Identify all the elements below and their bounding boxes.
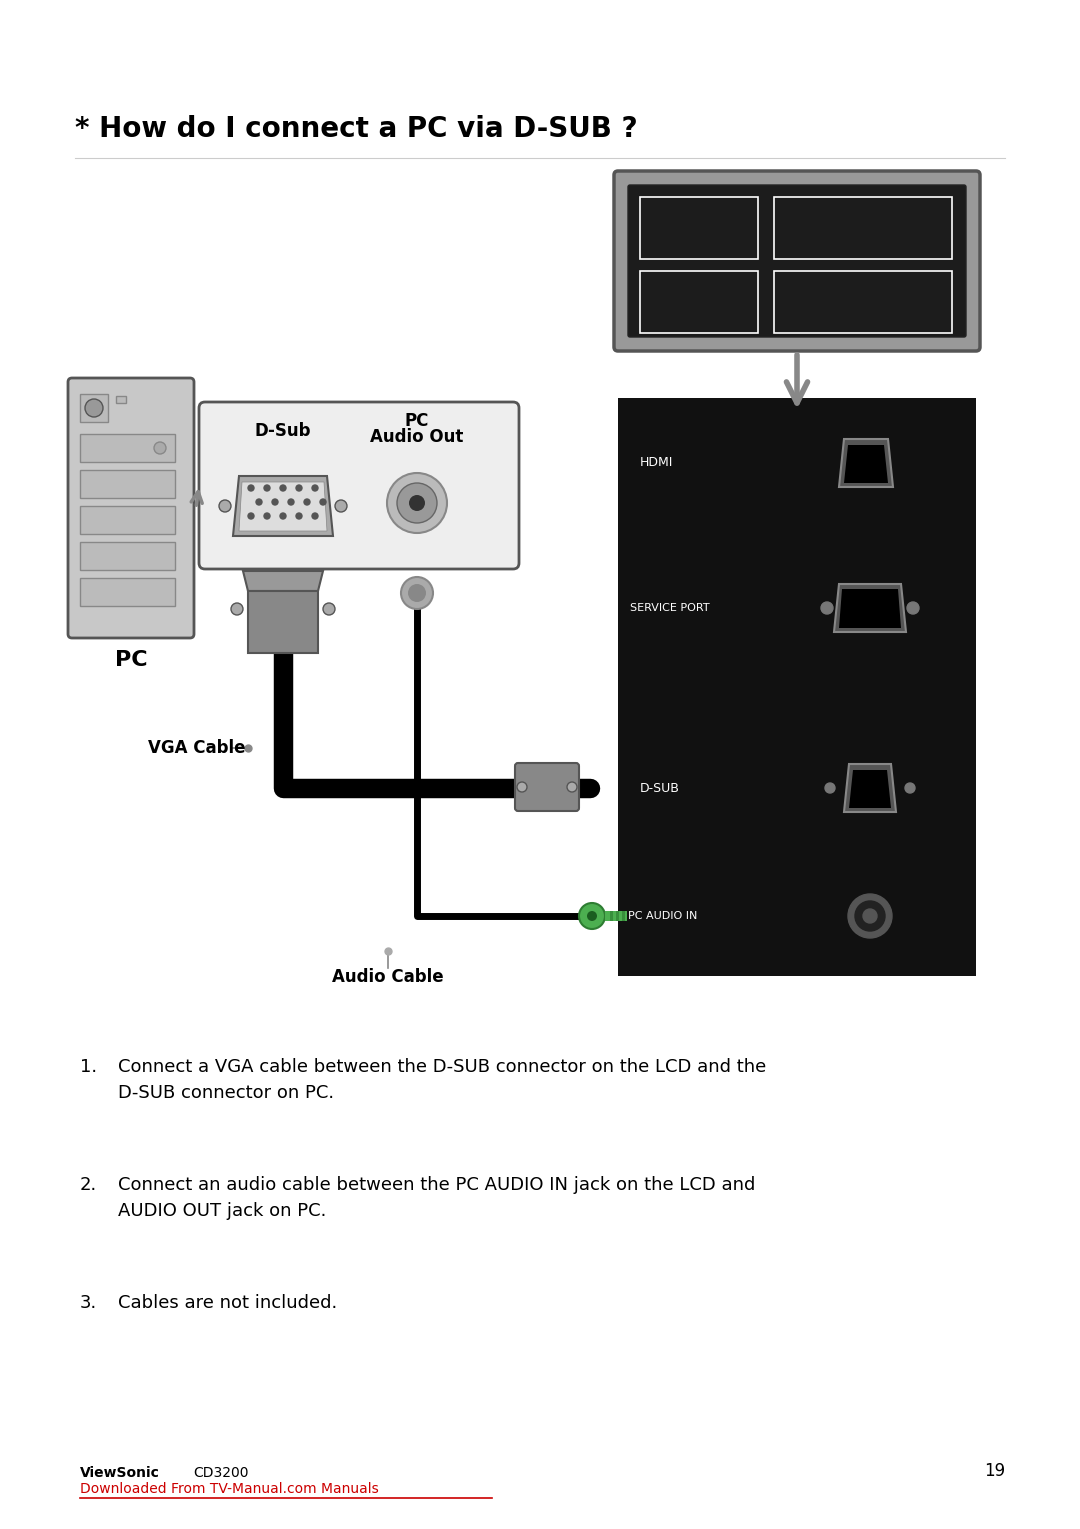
Text: 1.: 1. (80, 1058, 97, 1076)
Text: D-Sub: D-Sub (255, 422, 311, 440)
Text: D-SUB: D-SUB (640, 781, 680, 795)
Circle shape (335, 500, 347, 512)
FancyBboxPatch shape (199, 402, 519, 569)
Circle shape (248, 485, 254, 491)
Polygon shape (834, 584, 906, 631)
Polygon shape (849, 771, 891, 807)
Text: ViewSonic: ViewSonic (80, 1466, 160, 1480)
Text: * How do I connect a PC via D-SUB ?: * How do I connect a PC via D-SUB ? (75, 115, 637, 144)
Circle shape (855, 901, 885, 931)
Circle shape (825, 783, 835, 794)
Circle shape (154, 442, 166, 454)
Bar (622, 911, 625, 920)
Bar (605, 911, 627, 920)
Text: PC: PC (405, 411, 429, 430)
Circle shape (517, 781, 527, 792)
Bar (618, 398, 976, 976)
Text: Connect an audio cable between the PC AUDIO IN jack on the LCD and
AUDIO OUT jac: Connect an audio cable between the PC AU… (118, 1176, 755, 1220)
Circle shape (397, 483, 437, 523)
Bar (80, 541, 175, 570)
Circle shape (296, 485, 302, 491)
Bar (80, 394, 108, 422)
Bar (248, 592, 318, 653)
Circle shape (272, 498, 278, 505)
Text: 19: 19 (984, 1462, 1005, 1480)
Bar (616, 911, 619, 920)
Circle shape (588, 911, 597, 920)
Bar (774, 197, 951, 258)
Circle shape (907, 602, 919, 615)
Text: HDMI: HDMI (640, 457, 673, 469)
Circle shape (905, 783, 915, 794)
FancyBboxPatch shape (515, 763, 579, 810)
Polygon shape (239, 482, 327, 531)
Circle shape (296, 514, 302, 518)
Circle shape (848, 894, 892, 937)
Text: PC AUDIO IN: PC AUDIO IN (627, 911, 698, 920)
Bar (80, 506, 175, 534)
Bar (80, 434, 175, 462)
Circle shape (264, 514, 270, 518)
Circle shape (264, 485, 270, 491)
Circle shape (863, 910, 877, 924)
Bar (774, 271, 951, 333)
Bar (610, 911, 613, 920)
Circle shape (401, 576, 433, 609)
Text: Cables are not included.: Cables are not included. (118, 1294, 337, 1312)
Circle shape (579, 904, 605, 930)
Circle shape (320, 498, 326, 505)
Circle shape (821, 602, 833, 615)
FancyBboxPatch shape (627, 185, 966, 336)
Text: CD3200: CD3200 (193, 1466, 248, 1480)
Circle shape (280, 485, 286, 491)
Circle shape (256, 498, 262, 505)
Circle shape (408, 584, 426, 602)
Circle shape (303, 498, 310, 505)
Circle shape (85, 399, 103, 417)
Text: VGA Cable: VGA Cable (148, 739, 245, 757)
Circle shape (409, 495, 426, 511)
Circle shape (219, 500, 231, 512)
Circle shape (248, 514, 254, 518)
Circle shape (312, 485, 318, 491)
Bar (80, 469, 175, 498)
Polygon shape (839, 589, 901, 628)
Circle shape (323, 602, 335, 615)
Text: Connect a VGA cable between the D-SUB connector on the LCD and the
D-SUB connect: Connect a VGA cable between the D-SUB co… (118, 1058, 766, 1102)
Circle shape (280, 514, 286, 518)
Polygon shape (839, 439, 893, 488)
Text: Downloaded From TV-Manual.com Manuals: Downloaded From TV-Manual.com Manuals (80, 1482, 379, 1495)
Circle shape (288, 498, 294, 505)
Circle shape (312, 514, 318, 518)
Circle shape (231, 602, 243, 615)
Circle shape (387, 472, 447, 534)
Polygon shape (233, 476, 333, 537)
Bar (80, 578, 175, 605)
FancyBboxPatch shape (615, 171, 980, 352)
Circle shape (567, 781, 577, 792)
Polygon shape (843, 764, 896, 812)
Bar (640, 197, 758, 258)
FancyBboxPatch shape (68, 378, 194, 638)
Text: SERVICE PORT: SERVICE PORT (630, 602, 710, 613)
Text: 3.: 3. (80, 1294, 97, 1312)
Polygon shape (243, 570, 323, 592)
Text: Audio Out: Audio Out (370, 428, 463, 446)
Polygon shape (843, 445, 888, 483)
Text: PC: PC (114, 650, 147, 670)
Bar (640, 271, 758, 333)
Text: 2.: 2. (80, 1176, 97, 1194)
Bar (116, 396, 126, 404)
Text: Audio Cable: Audio Cable (333, 968, 444, 986)
